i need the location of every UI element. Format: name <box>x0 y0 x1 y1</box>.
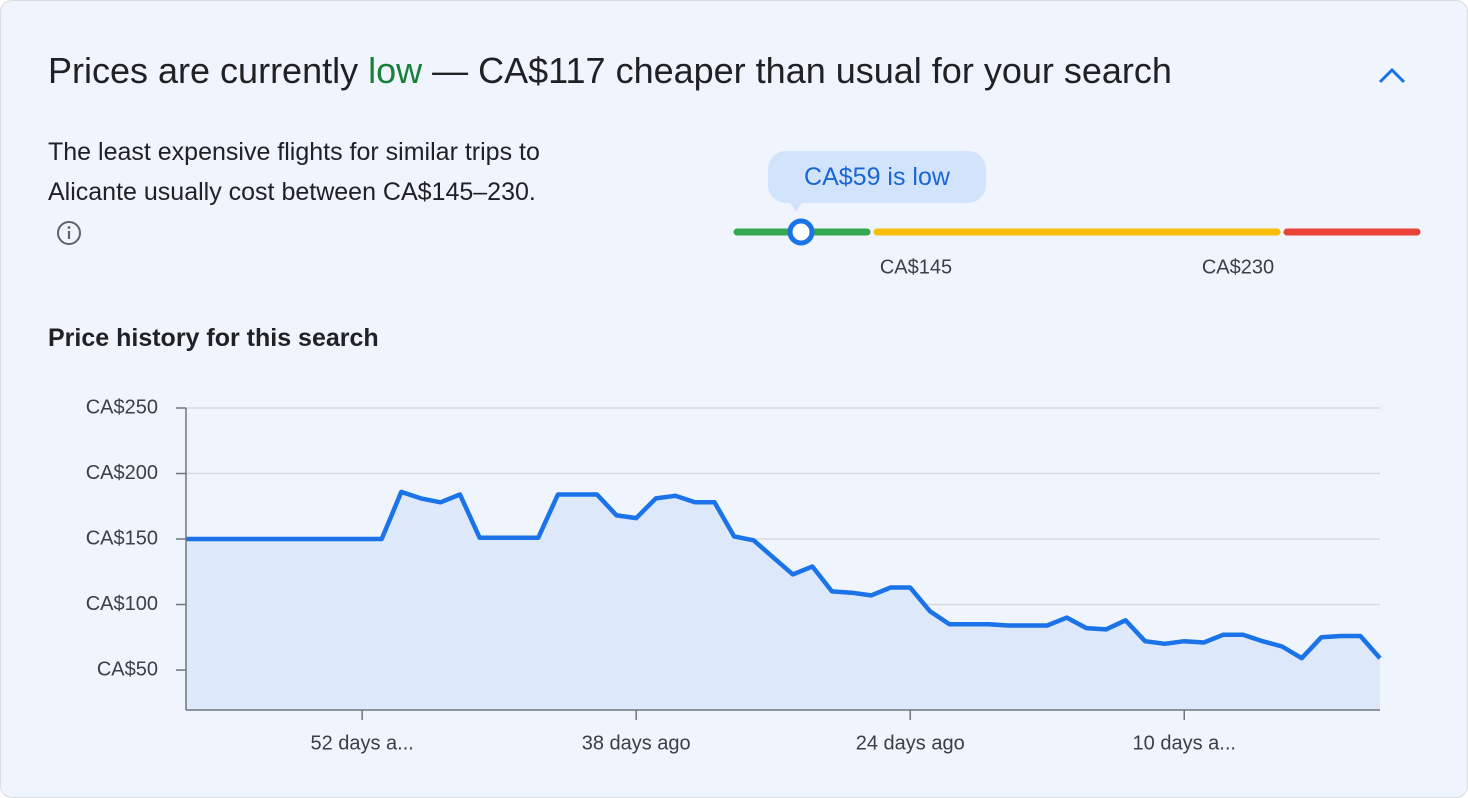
x-tick-label: 24 days ago <box>856 732 965 754</box>
y-tick-label: CA$50 <box>97 658 158 680</box>
price-tooltip: CA$59 is low <box>768 151 986 203</box>
y-tick-label: CA$200 <box>86 462 158 484</box>
high-threshold-label: CA$230 <box>1202 256 1274 278</box>
y-tick-label: CA$250 <box>86 396 158 418</box>
x-tick-label: 38 days ago <box>582 732 691 754</box>
price-line <box>186 489 1382 661</box>
title-highlight: low <box>368 50 423 91</box>
tooltip-pointer <box>790 202 802 212</box>
plot: CA$50 CA$100 CA$150 CA$200 CA$250 52 days a..… <box>86 396 1382 754</box>
x-tick-label: 52 days a... <box>310 732 413 754</box>
description: The least expensive flights for similar … <box>48 132 548 252</box>
description-text: The least expensive flights for similar … <box>48 138 540 206</box>
info-icon[interactable] <box>56 220 82 246</box>
low-threshold-label: CA$145 <box>880 256 952 278</box>
collapse-chevron[interactable] <box>1378 67 1406 84</box>
chart-title: Price history for this search <box>48 324 379 352</box>
title: Prices are currently low — CA$117 cheape… <box>48 50 1172 92</box>
x-tick-label: 10 days a... <box>1133 732 1236 754</box>
current-price-marker <box>787 218 815 246</box>
y-tick-label: CA$150 <box>86 527 158 549</box>
area <box>186 491 1380 710</box>
title-text: — CA$117 cheaper than usual for your sea… <box>422 50 1172 91</box>
title-text: Prices are currently <box>48 50 369 91</box>
y-tick-label: CA$100 <box>86 593 158 615</box>
